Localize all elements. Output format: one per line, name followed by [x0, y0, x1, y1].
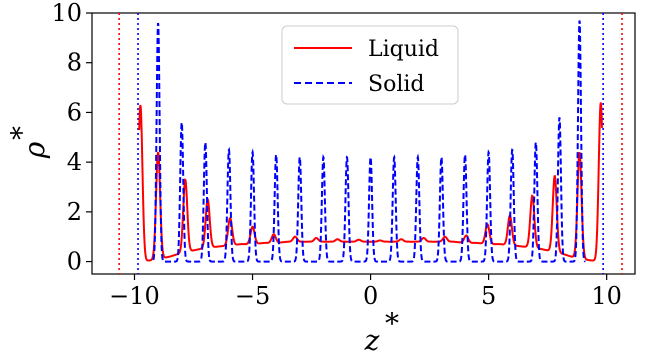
x-tick-label: −5	[235, 282, 270, 310]
x-tick-label: −10	[109, 282, 160, 310]
legend: Liquid Solid	[281, 25, 459, 105]
series-liquid-line	[138, 102, 603, 262]
plot-area: −10 −5 0 5 10 0 2 4 6 8 10	[51, 0, 636, 310]
series-group	[138, 20, 603, 263]
y-axis-label: ρ *	[5, 126, 51, 159]
axes-frame	[91, 12, 636, 275]
legend-solid-label: Solid	[368, 72, 424, 97]
y-tick-label: 10	[51, 0, 82, 27]
vertical-lines	[118, 13, 623, 274]
x-axis-label: z *	[364, 307, 399, 357]
y-axis-ticks: 0 2 4 6 8 10	[51, 0, 92, 276]
y-tick-label: 0	[67, 248, 82, 276]
x-tick-label: 5	[481, 282, 496, 310]
series-solid-line	[152, 20, 586, 263]
x-axis-label-text: z	[364, 324, 380, 357]
x-axis-ticks: −10 −5 0 5 10	[109, 274, 622, 310]
y-axis-label-text: ρ	[18, 141, 51, 159]
legend-box	[281, 25, 459, 105]
y-axis-label-sup: *	[5, 126, 38, 140]
x-tick-label: 10	[591, 282, 622, 310]
x-axis-label-sup: *	[385, 307, 399, 340]
y-tick-label: 6	[67, 98, 82, 126]
x-tick-label: 0	[363, 282, 378, 310]
y-tick-label: 4	[67, 148, 82, 176]
legend-liquid-label: Liquid	[368, 37, 439, 62]
y-tick-label: 8	[67, 49, 82, 77]
y-tick-label: 2	[67, 198, 82, 226]
